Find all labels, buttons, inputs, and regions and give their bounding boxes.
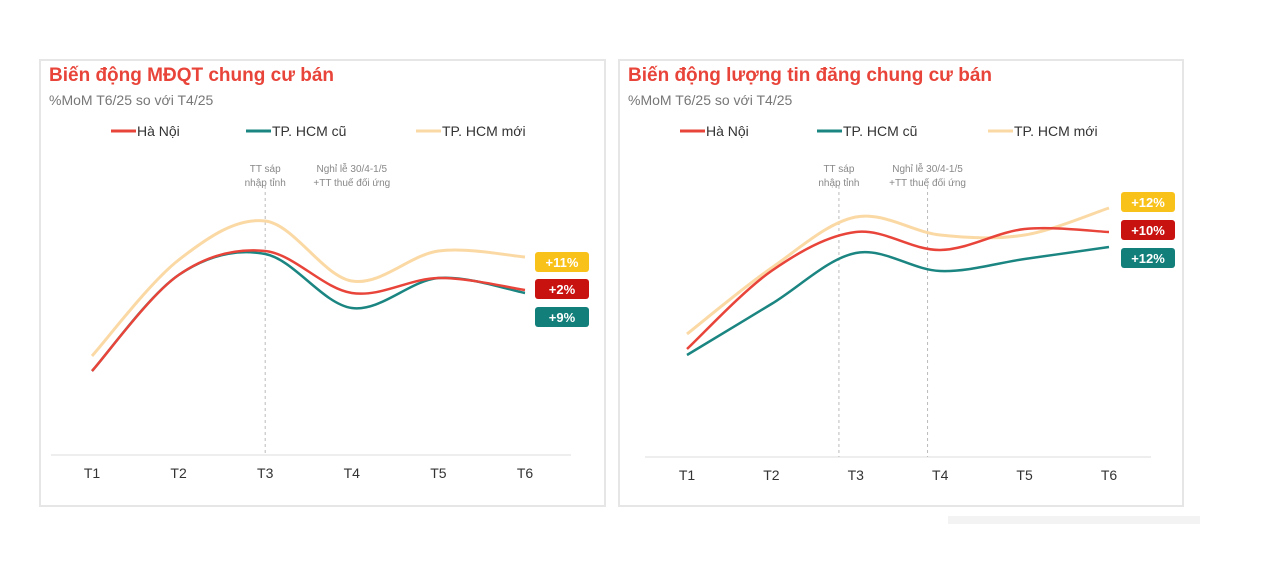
- end-label-text: +12%: [1131, 195, 1165, 210]
- end-label-badge: [535, 252, 589, 272]
- x-tick-label: T2: [170, 465, 187, 481]
- line-chart: Hà Nội TP. HCM cũ TP. HCM mới TT sáp nhập tỉ…: [645, 123, 1175, 483]
- annotation-text: +TT thuế đối ứng: [313, 177, 390, 189]
- end-label-badge: [535, 279, 589, 299]
- x-tick-label: T5: [430, 465, 447, 481]
- series-line-2: [90, 219, 526, 358]
- series-line-0: [91, 249, 526, 372]
- x-tick-label: T6: [517, 465, 534, 481]
- end-label-text: +11%: [546, 255, 579, 270]
- chart-panel-listings: Biến động lượng tin đăng chung cư bán %M…: [618, 59, 1184, 507]
- x-tick-label: T4: [932, 467, 949, 483]
- annotation-text: +TT thuế đối ứng: [889, 177, 966, 189]
- x-tick-label: T6: [1101, 467, 1118, 483]
- legend-label: TP. HCM cũ: [272, 123, 346, 139]
- x-tick-label: T5: [1016, 467, 1033, 483]
- legend-label: Hà Nội: [706, 123, 749, 139]
- annotation-text: Nghỉ lễ 30/4-1/5: [892, 162, 963, 175]
- legend-label: TP. HCM mới: [442, 123, 526, 139]
- x-tick-label: T2: [763, 467, 780, 483]
- line-chart: Hà Nội TP. HCM cũ TP. HCM mới TT sáp nhập tỉ…: [51, 123, 589, 481]
- end-label-badge: [535, 307, 589, 327]
- annotation-text: TT sáp: [250, 164, 281, 175]
- series-line-0: [686, 226, 1110, 350]
- legend-label: Hà Nội: [137, 123, 180, 139]
- x-tick-label: T4: [344, 465, 361, 481]
- x-tick-label: T1: [679, 467, 696, 483]
- annotation-text: Nghỉ lễ 30/4-1/5: [316, 162, 387, 175]
- end-label-text: +9%: [549, 310, 576, 325]
- end-label-badge: [1121, 192, 1175, 212]
- x-tick-label: T1: [84, 465, 101, 481]
- chart-title: Biến động MĐQT chung cư bán: [49, 65, 335, 86]
- annotation-text: nhập tỉnh: [245, 177, 286, 189]
- end-label-badge: [1121, 220, 1175, 240]
- legend-label: TP. HCM mới: [1014, 123, 1098, 139]
- chart-panel-price: Biến động MĐQT chung cư bán %MoM T6/25 s…: [39, 59, 606, 507]
- annotation-text: nhập tỉnh: [818, 177, 859, 189]
- chart-title: Biến động lượng tin đăng chung cư bán: [628, 65, 992, 86]
- end-label-badge: [1121, 248, 1175, 268]
- series-line-2: [686, 206, 1110, 336]
- annotation-text: TT sáp: [823, 164, 854, 175]
- chart-subtitle: %MoM T6/25 so với T4/25: [628, 92, 793, 108]
- end-label-text: +12%: [1131, 251, 1165, 266]
- x-tick-label: T3: [848, 467, 865, 483]
- series-line-1: [686, 245, 1110, 357]
- end-label-text: +10%: [1131, 223, 1165, 238]
- x-tick-label: T3: [257, 465, 274, 481]
- legend-label: TP. HCM cũ: [843, 123, 917, 139]
- chart-subtitle: %MoM T6/25 so với T4/25: [49, 92, 214, 108]
- footer-bar: [948, 516, 1200, 524]
- end-label-text: +2%: [549, 282, 576, 297]
